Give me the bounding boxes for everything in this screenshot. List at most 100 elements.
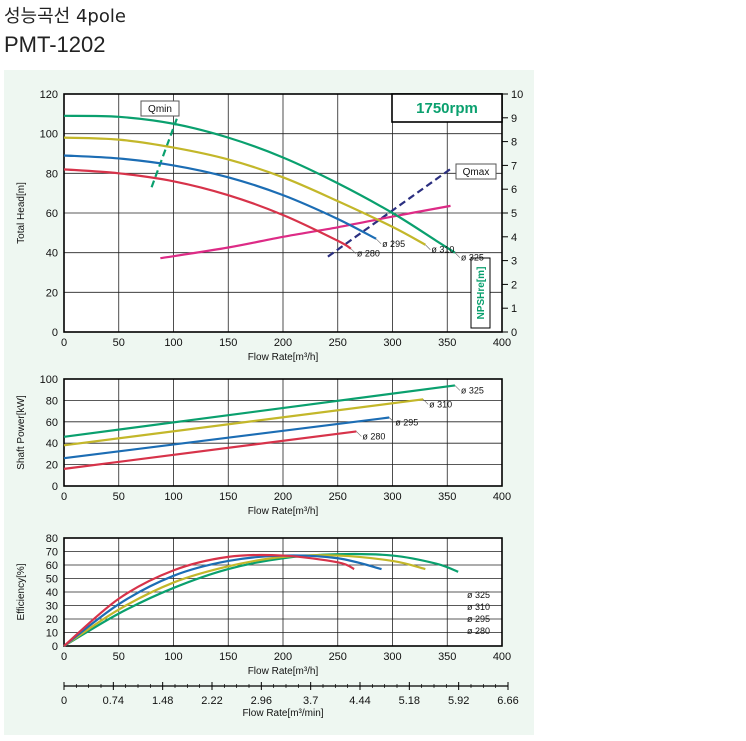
performance-curves: 0 50 100 150 200 250 300 350 400020406080100120F… — [4, 70, 534, 735]
x-tick-label: 300 — [383, 651, 401, 663]
y2-tick-label: 10 — [511, 89, 523, 101]
x2-tick-label: 2.22 — [201, 695, 222, 707]
y2-axis-label: NPSHre[m] — [476, 267, 487, 320]
y-tick-label: 60 — [46, 560, 58, 572]
y-tick-label: 20 — [46, 287, 58, 299]
series-label: ø 325 — [461, 385, 484, 395]
y-tick-label: 100 — [40, 374, 58, 386]
x-tick-label: 50 — [113, 491, 125, 503]
x-tick-label: 250 — [329, 491, 347, 503]
y-tick-label: 40 — [46, 438, 58, 450]
qmin-label: Qmin — [148, 104, 172, 115]
x-tick-label: 0 — [61, 491, 67, 503]
y-tick-label: 20 — [46, 460, 58, 472]
x-tick-label: 0 — [61, 337, 67, 349]
y-axis-label: Shaft Power[kW] — [16, 395, 27, 470]
legend-item: ø 325 — [467, 590, 490, 600]
y2-tick-label: 4 — [511, 232, 517, 244]
x2-tick-label: 4.44 — [349, 695, 370, 707]
x2-axis-label: Flow Rate[m³/min] — [242, 708, 323, 719]
x-tick-label: 0 — [61, 651, 67, 663]
series-leader — [454, 252, 461, 258]
series-leader — [389, 417, 395, 423]
y2-tick-label: 3 — [511, 256, 517, 268]
x-tick-label: 250 — [329, 651, 347, 663]
npsh-label-box — [470, 257, 491, 329]
x-tick-label: 100 — [164, 651, 182, 663]
series-curve-d295 — [63, 554, 382, 647]
qmax-line — [327, 166, 454, 258]
plot-frame-1 — [63, 378, 503, 487]
qmax-label-box — [455, 163, 497, 180]
x2-tick-label: 3.7 — [303, 695, 318, 707]
x-tick-label: 400 — [493, 491, 511, 503]
page-title: 성능곡선 4pole — [4, 6, 126, 27]
x2-tick-label: 0 — [61, 695, 67, 707]
x-tick-label: 350 — [438, 491, 456, 503]
series-curve-d280 — [63, 553, 355, 647]
series-leader — [425, 244, 431, 250]
y-tick-label: 20 — [46, 614, 58, 626]
y-tick-label: 100 — [40, 129, 58, 141]
y-tick-label: 40 — [46, 248, 58, 260]
series-curve-d325 — [63, 114, 456, 254]
y-tick-label: 60 — [46, 208, 58, 220]
x-tick-label: 150 — [219, 491, 237, 503]
x-tick-label: 300 — [383, 337, 401, 349]
x-tick-label: 50 — [113, 651, 125, 663]
plot-frame-2 — [63, 537, 503, 647]
y-tick-label: 30 — [46, 601, 58, 613]
x-tick-label: 100 — [164, 337, 182, 349]
x2-tick-label: 1.48 — [152, 695, 173, 707]
series-curve-d310 — [63, 136, 426, 246]
x-tick-label: 350 — [438, 337, 456, 349]
y-tick-label: 0 — [52, 641, 58, 653]
y-tick-label: 70 — [46, 547, 58, 559]
x2-tick-label: 0.74 — [103, 695, 124, 707]
series-curve-d295 — [63, 154, 377, 240]
y-tick-label: 50 — [46, 574, 58, 586]
series-label: ø 280 — [362, 431, 385, 441]
y-tick-label: 60 — [46, 417, 58, 429]
x-tick-label: 200 — [274, 337, 292, 349]
y-tick-label: 80 — [46, 168, 58, 180]
x-tick-label: 200 — [274, 491, 292, 503]
x-tick-label: 400 — [493, 337, 511, 349]
series-leader — [422, 399, 429, 405]
x-tick-label: 350 — [438, 651, 456, 663]
series-leader — [375, 238, 382, 244]
y-tick-label: 120 — [40, 89, 58, 101]
series-label: ø 280 — [357, 249, 380, 259]
legend-item: ø 310 — [467, 602, 490, 612]
legend-item: ø 295 — [467, 614, 490, 624]
y-tick-label: 10 — [46, 628, 58, 640]
x-axis-label: Flow Rate[m³/h] — [248, 506, 319, 517]
series-leader — [350, 248, 357, 254]
x-axis-label: Flow Rate[m³/h] — [248, 666, 319, 677]
x-tick-label: 100 — [164, 491, 182, 503]
qmin-label-box — [140, 100, 180, 117]
y-axis-label: Total Head[m] — [16, 182, 27, 244]
x-tick-label: 50 — [113, 337, 125, 349]
y2-tick-label: 6 — [511, 184, 517, 196]
x-tick-label: 150 — [219, 651, 237, 663]
model-name: PMT-1202 — [4, 32, 106, 57]
x-tick-label: 400 — [493, 651, 511, 663]
rpm-label: 1750rpm — [416, 100, 478, 117]
x2-tick-label: 5.18 — [399, 695, 420, 707]
series-line-d310 — [63, 398, 424, 447]
x-tick-label: 300 — [383, 491, 401, 503]
y2-tick-label: 7 — [511, 160, 517, 172]
series-leader — [454, 385, 461, 391]
legend-item: ø 280 — [467, 626, 490, 636]
y2-tick-label: 5 — [511, 208, 517, 220]
series-leader — [356, 431, 362, 437]
y2-tick-label: 2 — [511, 279, 517, 291]
series-line-d295 — [63, 416, 390, 460]
x2-tick-label: 2.96 — [251, 695, 272, 707]
series-label: ø 310 — [431, 245, 454, 255]
x-tick-label: 200 — [274, 651, 292, 663]
series-label: ø 295 — [395, 418, 418, 428]
series-line-d325 — [63, 384, 456, 438]
